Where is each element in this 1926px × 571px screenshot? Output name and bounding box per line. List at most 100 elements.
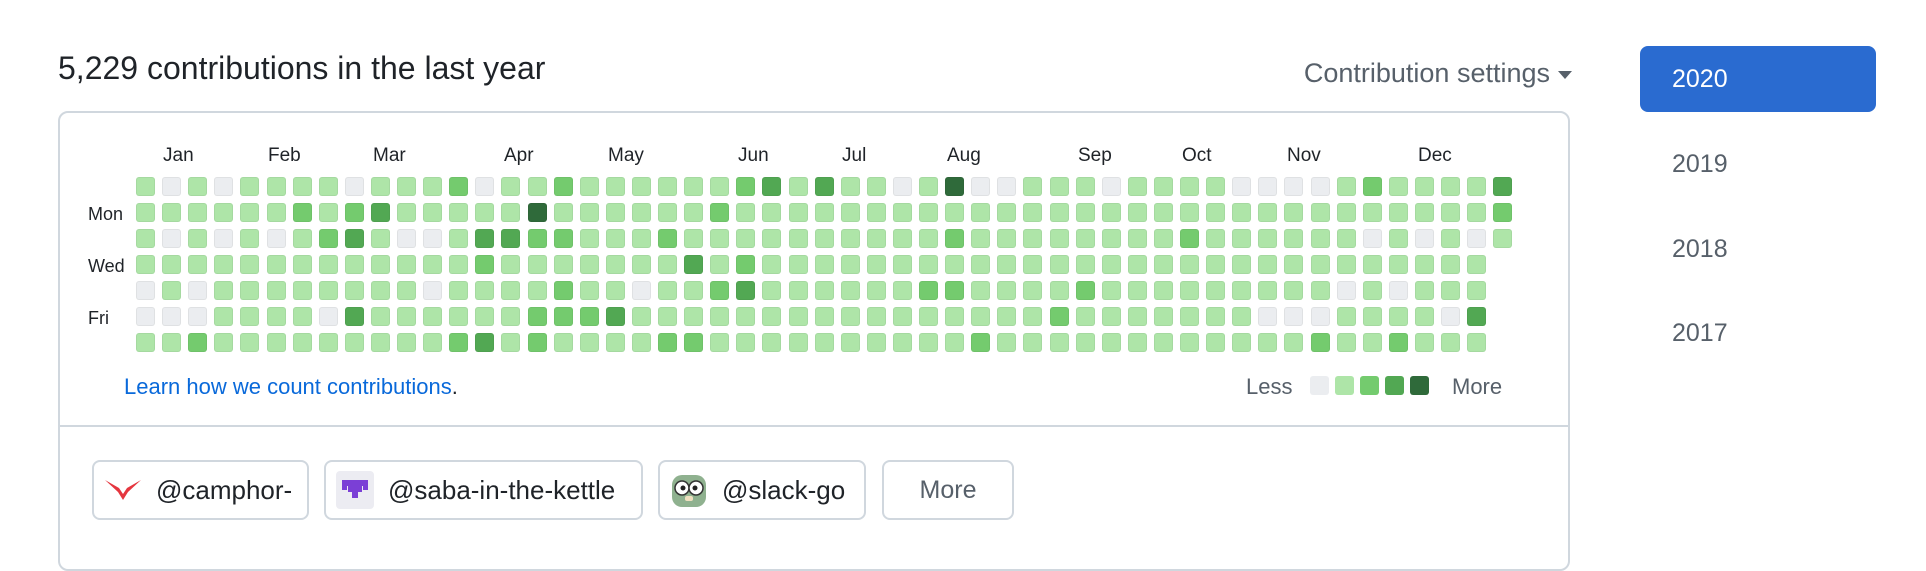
contribution-day[interactable]: [1180, 281, 1199, 300]
contribution-day[interactable]: [606, 203, 625, 222]
contribution-day[interactable]: [815, 177, 834, 196]
contribution-day[interactable]: [345, 255, 364, 274]
contribution-day[interactable]: [554, 333, 573, 352]
contribution-day[interactable]: [1363, 229, 1382, 248]
contribution-day[interactable]: [1363, 307, 1382, 326]
contribution-day[interactable]: [606, 255, 625, 274]
contribution-day[interactable]: [1389, 177, 1408, 196]
year-2020-button[interactable]: 2020: [1640, 46, 1876, 112]
contribution-day[interactable]: [267, 307, 286, 326]
contribution-day[interactable]: [1180, 229, 1199, 248]
contribution-day[interactable]: [632, 177, 651, 196]
contribution-day[interactable]: [1023, 307, 1042, 326]
contribution-day[interactable]: [1102, 229, 1121, 248]
contribution-day[interactable]: [136, 203, 155, 222]
contribution-day[interactable]: [1076, 281, 1095, 300]
contribution-day[interactable]: [1023, 229, 1042, 248]
contribution-day[interactable]: [632, 229, 651, 248]
contribution-day[interactable]: [554, 177, 573, 196]
contribution-day[interactable]: [1076, 229, 1095, 248]
contribution-day[interactable]: [580, 333, 599, 352]
org-filter-slack-go[interactable]: @slack-go: [658, 460, 866, 520]
contribution-day[interactable]: [345, 229, 364, 248]
contribution-day[interactable]: [919, 177, 938, 196]
contribution-day[interactable]: [658, 281, 677, 300]
contribution-day[interactable]: [1206, 177, 1225, 196]
contribution-day[interactable]: [919, 307, 938, 326]
contribution-day[interactable]: [554, 255, 573, 274]
contribution-day[interactable]: [1258, 177, 1277, 196]
contribution-day[interactable]: [632, 255, 651, 274]
contribution-day[interactable]: [1232, 177, 1251, 196]
contribution-day[interactable]: [736, 281, 755, 300]
contribution-day[interactable]: [1076, 177, 1095, 196]
contribution-day[interactable]: [1232, 307, 1251, 326]
contribution-day[interactable]: [423, 177, 442, 196]
contribution-day[interactable]: [1076, 255, 1095, 274]
contribution-day[interactable]: [945, 307, 964, 326]
contribution-day[interactable]: [945, 333, 964, 352]
contribution-day[interactable]: [1023, 281, 1042, 300]
contribution-day[interactable]: [214, 255, 233, 274]
contribution-day[interactable]: [1311, 255, 1330, 274]
contribution-day[interactable]: [1128, 307, 1147, 326]
contribution-day[interactable]: [162, 229, 181, 248]
contribution-day[interactable]: [214, 229, 233, 248]
contribution-day[interactable]: [214, 281, 233, 300]
contribution-day[interactable]: [893, 281, 912, 300]
contribution-day[interactable]: [971, 255, 990, 274]
contribution-day[interactable]: [371, 203, 390, 222]
contribution-day[interactable]: [1076, 307, 1095, 326]
contribution-day[interactable]: [1206, 281, 1225, 300]
contribution-day[interactable]: [319, 229, 338, 248]
contribution-day[interactable]: [501, 281, 520, 300]
contribution-day[interactable]: [632, 281, 651, 300]
contribution-day[interactable]: [1363, 333, 1382, 352]
contribution-day[interactable]: [1128, 177, 1147, 196]
contribution-day[interactable]: [1284, 307, 1303, 326]
contribution-day[interactable]: [997, 281, 1016, 300]
contribution-day[interactable]: [1467, 307, 1486, 326]
contribution-day[interactable]: [736, 229, 755, 248]
contribution-day[interactable]: [162, 177, 181, 196]
contribution-day[interactable]: [762, 203, 781, 222]
contribution-day[interactable]: [1206, 333, 1225, 352]
contribution-day[interactable]: [893, 229, 912, 248]
contribution-day[interactable]: [1050, 229, 1069, 248]
contribution-day[interactable]: [240, 229, 259, 248]
contribution-day[interactable]: [1441, 229, 1460, 248]
contribution-day[interactable]: [1441, 203, 1460, 222]
contribution-day[interactable]: [554, 203, 573, 222]
contribution-day[interactable]: [397, 229, 416, 248]
contribution-day[interactable]: [1441, 255, 1460, 274]
contribution-day[interactable]: [136, 281, 155, 300]
contribution-day[interactable]: [1232, 281, 1251, 300]
contribution-day[interactable]: [1415, 203, 1434, 222]
contribution-day[interactable]: [632, 307, 651, 326]
contribution-day[interactable]: [188, 229, 207, 248]
contribution-day[interactable]: [971, 307, 990, 326]
contribution-day[interactable]: [371, 281, 390, 300]
contribution-day[interactable]: [501, 255, 520, 274]
contribution-day[interactable]: [1258, 229, 1277, 248]
contribution-day[interactable]: [971, 333, 990, 352]
contribution-day[interactable]: [1154, 229, 1173, 248]
contribution-day[interactable]: [1232, 229, 1251, 248]
contribution-day[interactable]: [1206, 255, 1225, 274]
contribution-day[interactable]: [397, 333, 416, 352]
contribution-day[interactable]: [1389, 333, 1408, 352]
contribution-day[interactable]: [606, 333, 625, 352]
contribution-day[interactable]: [945, 255, 964, 274]
contribution-day[interactable]: [1311, 333, 1330, 352]
contribution-day[interactable]: [1023, 203, 1042, 222]
contribution-day[interactable]: [606, 281, 625, 300]
contribution-day[interactable]: [371, 177, 390, 196]
contribution-day[interactable]: [710, 203, 729, 222]
contribution-day[interactable]: [658, 203, 677, 222]
contribution-day[interactable]: [397, 203, 416, 222]
contribution-day[interactable]: [1311, 281, 1330, 300]
contribution-day[interactable]: [736, 307, 755, 326]
contribution-day[interactable]: [423, 307, 442, 326]
contribution-day[interactable]: [397, 307, 416, 326]
contribution-day[interactable]: [815, 229, 834, 248]
